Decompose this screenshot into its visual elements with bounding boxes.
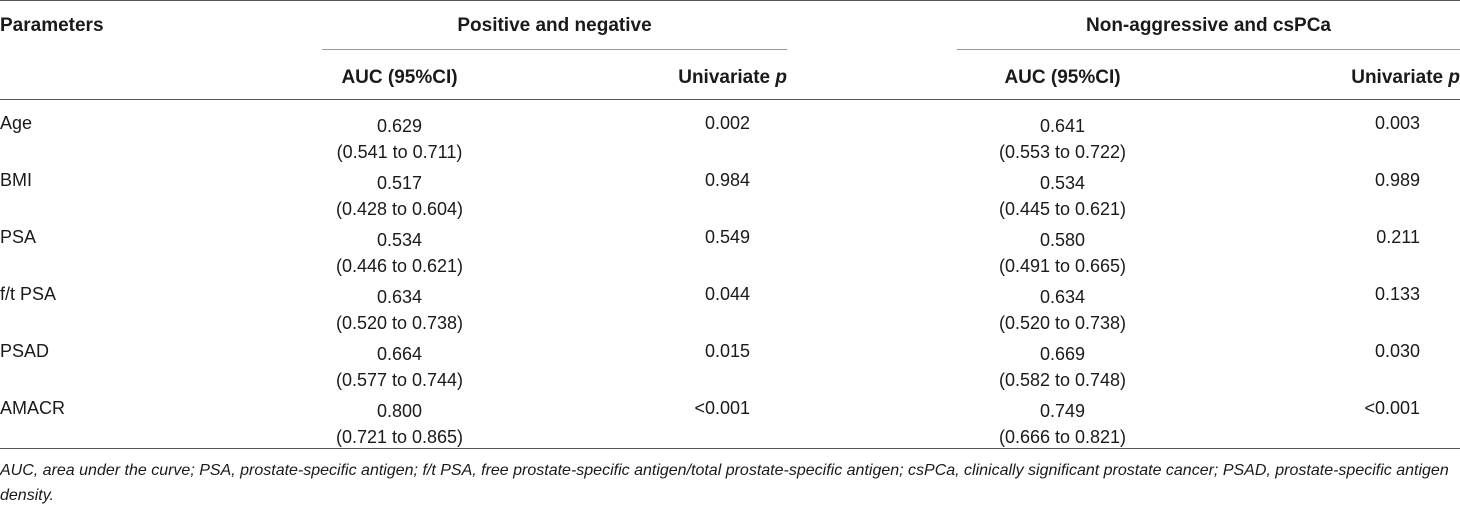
p-value-group-b: 0.003	[1374, 113, 1420, 133]
header-group-positive-negative: Positive and negative	[457, 15, 652, 36]
p-value-group-b: 0.989	[1374, 170, 1420, 190]
auc-value-group-a: 0.800 (0.721 to 0.865)	[335, 401, 464, 447]
header-group-nonaggressive-cspca: Non-aggressive and csPCa	[1086, 15, 1331, 36]
auc-value-group-a: 0.629 (0.541 to 0.711)	[336, 116, 463, 162]
p-value-group-a: <0.001	[694, 398, 750, 418]
auc-value-group-a: 0.534 (0.446 to 0.621)	[335, 230, 464, 276]
header-parameters: Parameters	[0, 15, 104, 36]
table-row: f/t PSA 0.634 (0.520 to 0.738) 0.044 0.63…	[0, 275, 1460, 333]
auc-value-group-a: 0.664 (0.577 to 0.744)	[335, 344, 464, 390]
row-parameter: AMACR	[0, 398, 66, 418]
auc-value-group-a: 0.634 (0.520 to 0.738)	[335, 287, 464, 333]
p-symbol: p	[1448, 67, 1460, 88]
auc-value-group-b: 0.580 (0.491 to 0.665)	[998, 230, 1127, 276]
header-auc-group-b: AUC (95%CI)	[1004, 67, 1121, 88]
table-bottom-rule	[0, 448, 1460, 449]
row-parameter: f/t PSA	[0, 284, 57, 304]
univariate-text: Univariate	[1351, 67, 1449, 88]
p-value-group-b: 0.211	[1376, 227, 1420, 247]
header-univariate-group-b: Univariate p	[1250, 67, 1460, 89]
table-row: PSA 0.534 (0.446 to 0.621) 0.549 0.580 (0.…	[0, 218, 1460, 276]
p-value-group-a: 0.984	[704, 170, 750, 190]
row-parameter: Age	[0, 113, 33, 133]
auc-value-group-b: 0.641 (0.553 to 0.722)	[998, 116, 1127, 162]
p-value-group-a: 0.549	[704, 227, 750, 247]
p-value-group-a: 0.002	[704, 113, 750, 133]
p-value-group-a: 0.015	[704, 341, 750, 361]
auc-value-group-b: 0.634 (0.520 to 0.738)	[998, 287, 1127, 333]
table-row: PSAD 0.664 (0.577 to 0.744) 0.015 0.669 (0…	[0, 332, 1460, 390]
group-b-underline	[957, 49, 1460, 50]
auc-value-group-b: 0.534 (0.445 to 0.621)	[998, 173, 1127, 219]
table-top-rule	[0, 0, 1460, 1]
row-parameter: PSA	[0, 227, 37, 247]
auc-value-group-b: 0.669 (0.582 to 0.748)	[998, 344, 1127, 390]
table-footnote: AUC, area under the curve; PSA, prostate…	[0, 462, 1449, 504]
header-bottom-rule	[0, 99, 1460, 100]
header-univariate-group-a: Univariate p	[600, 67, 787, 89]
table-row: Age 0.629 (0.541 to 0.711) 0.002 0.641 (0.…	[0, 104, 1460, 162]
p-symbol: p	[775, 67, 787, 88]
auc-value-group-b: 0.749 (0.666 to 0.821)	[998, 401, 1127, 447]
auc-value-group-a: 0.517 (0.428 to 0.604)	[335, 173, 464, 219]
row-parameter: BMI	[0, 170, 33, 190]
p-value-group-b: <0.001	[1364, 398, 1420, 418]
p-value-group-b: 0.030	[1374, 341, 1420, 361]
p-value-group-b: 0.133	[1374, 284, 1420, 304]
p-value-group-a: 0.044	[704, 284, 750, 304]
table-row: AMACR 0.800 (0.721 to 0.865) <0.001 0.749…	[0, 389, 1460, 447]
header-auc-group-a: AUC (95%CI)	[341, 67, 458, 88]
group-a-underline	[322, 49, 787, 50]
table-row: BMI 0.517 (0.428 to 0.604) 0.984 0.534 (0.…	[0, 161, 1460, 219]
row-parameter: PSAD	[0, 341, 50, 361]
univariate-text: Univariate	[678, 67, 776, 88]
